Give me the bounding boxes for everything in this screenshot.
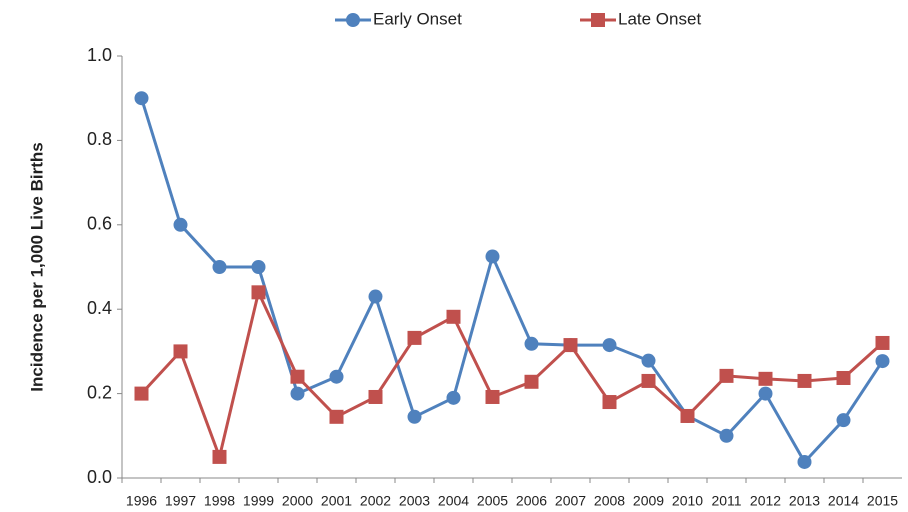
marker bbox=[446, 390, 461, 405]
marker bbox=[758, 371, 773, 386]
y-tick-label: 0.2 bbox=[87, 382, 112, 402]
x-tick-label: 2005 bbox=[477, 493, 508, 509]
marker bbox=[251, 285, 266, 300]
marker bbox=[602, 395, 617, 410]
marker bbox=[485, 389, 500, 404]
marker bbox=[797, 454, 812, 469]
marker bbox=[134, 91, 149, 106]
marker bbox=[173, 344, 188, 359]
y-tick-label: 0.0 bbox=[87, 467, 112, 487]
x-tick-label: 2009 bbox=[633, 493, 664, 509]
marker bbox=[290, 369, 305, 384]
y-tick-label: 0.4 bbox=[87, 298, 112, 318]
x-tick-label: 2001 bbox=[321, 493, 352, 509]
marker bbox=[212, 449, 227, 464]
marker bbox=[446, 309, 461, 324]
marker bbox=[524, 336, 539, 351]
marker bbox=[290, 386, 305, 401]
marker bbox=[329, 369, 344, 384]
y-tick-label: 0.6 bbox=[87, 214, 112, 234]
marker bbox=[407, 409, 422, 424]
x-tick-label: 2014 bbox=[828, 493, 859, 509]
line bbox=[140, 97, 884, 465]
marker bbox=[836, 370, 851, 385]
legend-label: Late Onset bbox=[618, 9, 701, 28]
x-tick-label: 2012 bbox=[750, 493, 781, 509]
x-tick-label: 2015 bbox=[867, 493, 898, 509]
x-tick-label: 2006 bbox=[516, 493, 547, 509]
marker bbox=[836, 413, 851, 428]
marker bbox=[875, 335, 890, 350]
marker bbox=[563, 338, 578, 353]
y-tick-label: 0.8 bbox=[87, 129, 112, 149]
legend-marker bbox=[346, 13, 360, 27]
x-tick-label: 1996 bbox=[126, 493, 157, 509]
marker bbox=[680, 408, 695, 423]
y-tick-label: 1.0 bbox=[87, 45, 112, 65]
x-tick-label: 2010 bbox=[672, 493, 703, 509]
marker bbox=[368, 389, 383, 404]
marker bbox=[797, 373, 812, 388]
x-tick-label: 1997 bbox=[165, 493, 196, 509]
legend-marker bbox=[591, 13, 605, 27]
x-tick-label: 2000 bbox=[282, 493, 313, 509]
marker bbox=[719, 368, 734, 383]
marker bbox=[758, 386, 773, 401]
marker bbox=[407, 330, 422, 345]
marker bbox=[173, 217, 188, 232]
marker bbox=[134, 386, 149, 401]
marker bbox=[719, 428, 734, 443]
x-tick-label: 1998 bbox=[204, 493, 235, 509]
marker bbox=[485, 249, 500, 264]
marker bbox=[329, 409, 344, 424]
x-tick-label: 2003 bbox=[399, 493, 430, 509]
marker bbox=[875, 354, 890, 369]
x-tick-label: 2007 bbox=[555, 493, 586, 509]
marker bbox=[368, 289, 383, 304]
marker bbox=[641, 353, 656, 368]
x-tick-label: 1999 bbox=[243, 493, 274, 509]
marker bbox=[641, 373, 656, 388]
legend-label: Early Onset bbox=[373, 9, 462, 28]
marker bbox=[251, 260, 266, 274]
marker bbox=[602, 338, 617, 353]
marker bbox=[524, 374, 539, 389]
x-tick-label: 2008 bbox=[594, 493, 625, 509]
x-tick-label: 2002 bbox=[360, 493, 391, 509]
x-tick-label: 2013 bbox=[789, 493, 820, 509]
marker bbox=[212, 260, 227, 274]
x-tick-label: 2011 bbox=[711, 493, 741, 509]
x-tick-label: 2004 bbox=[438, 493, 469, 509]
y-axis-label: Incidence per 1,000 Live Births bbox=[27, 142, 46, 391]
